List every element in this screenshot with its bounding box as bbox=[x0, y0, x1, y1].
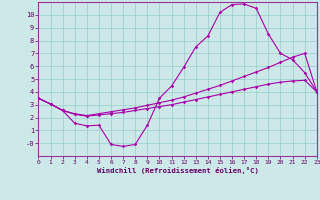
X-axis label: Windchill (Refroidissement éolien,°C): Windchill (Refroidissement éolien,°C) bbox=[97, 167, 259, 174]
